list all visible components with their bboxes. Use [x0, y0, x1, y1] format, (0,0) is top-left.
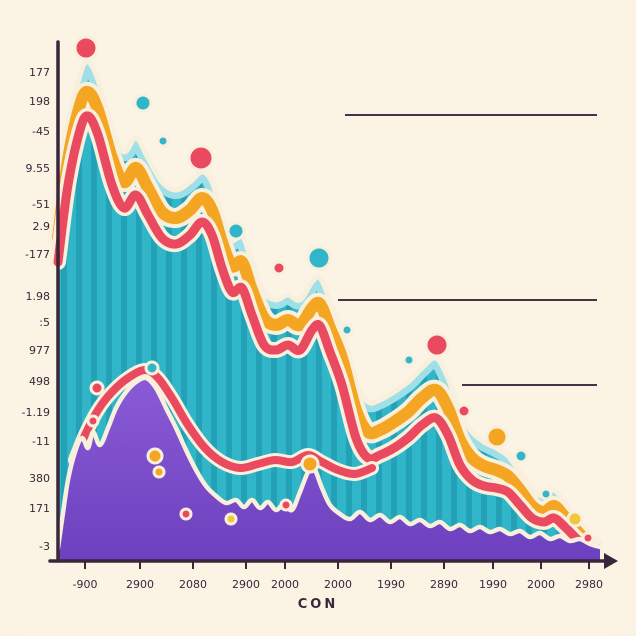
x-tick-label: 2080 [179, 578, 207, 591]
decorative-dot [226, 221, 246, 241]
decorative-dot [539, 487, 553, 501]
decorative-dot [156, 134, 170, 148]
decorative-dot [456, 403, 472, 419]
y-tick-label: 380 [29, 472, 50, 485]
y-tick-label: :5 [39, 316, 50, 329]
x-tick-label: 2000 [527, 578, 555, 591]
decorative-dot [402, 353, 416, 367]
y-tick-label: -3 [39, 540, 50, 553]
x-axis-title: CON [297, 597, 339, 612]
decorative-dot [513, 448, 529, 464]
decorative-dot [424, 332, 450, 358]
decorative-dot [89, 380, 105, 396]
decorative-dot [224, 512, 238, 526]
y-tick-label: -177 [25, 248, 50, 261]
y-tick-label: -51 [32, 198, 50, 211]
decorative-dot [179, 507, 193, 521]
decorative-dot [340, 323, 354, 337]
decorative-dot [146, 447, 164, 465]
y-tick-label: 1.98 [26, 290, 51, 303]
decorative-dot [144, 360, 160, 376]
x-tick-label: 2900 [126, 578, 154, 591]
x-tick-label: 2000 [324, 578, 352, 591]
decorative-dot [485, 425, 509, 449]
decorative-dot [271, 260, 287, 276]
y-tick-label: 9.55 [26, 162, 51, 175]
decorative-dot [306, 245, 332, 271]
decorative-dot [73, 35, 99, 61]
decorative-dot [566, 510, 584, 528]
x-tick-label: 2980 [575, 578, 603, 591]
decorative-dot [300, 454, 320, 474]
y-tick-label: 498 [29, 375, 50, 388]
red-band [53, 111, 593, 553]
decorative-dot [133, 93, 153, 113]
x-axis-arrow-icon [604, 553, 618, 569]
y-tick-label: -45 [32, 125, 50, 138]
y-tick-label: -1.19 [22, 406, 50, 419]
decorative-dot [152, 465, 166, 479]
y-tick-label: -11 [32, 435, 50, 448]
x-tick-label: 2000 [271, 578, 299, 591]
x-tick-label: 2900 [232, 578, 260, 591]
y-tick-label: 198 [29, 95, 50, 108]
x-tick-label: 1990 [377, 578, 405, 591]
decorative-dot [581, 531, 595, 545]
y-tick-label: 977 [29, 344, 50, 357]
decorative-dot [187, 144, 215, 172]
y-tick-label: 171 [29, 502, 50, 515]
purple-area-shape [58, 377, 600, 561]
x-tick-label: -900 [73, 578, 98, 591]
y-tick-label: 2.9 [33, 220, 51, 233]
orange-band [52, 85, 594, 549]
decorative-dot [279, 498, 293, 512]
x-tick-label: 1990 [479, 578, 507, 591]
y-tick-label: 177 [29, 66, 50, 79]
decorative-dot [86, 414, 100, 428]
x-tick-label: 2890 [430, 578, 458, 591]
red-lower-band [71, 366, 376, 479]
teal-outline [55, 59, 603, 545]
